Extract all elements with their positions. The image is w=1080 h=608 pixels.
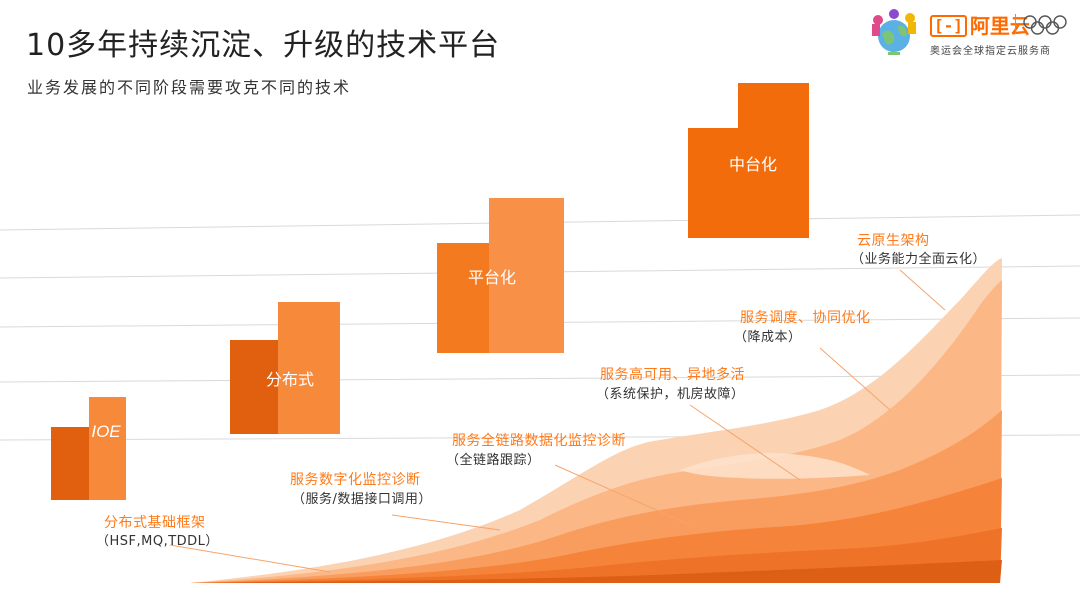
annotation-sub-scheduling: （降成本） <box>734 330 802 345</box>
brand-name: 阿里云 <box>969 14 1030 38</box>
stage-label-middle-platform: 中台化 <box>728 155 778 174</box>
annotation-title-cloud-native: 云原生架构 <box>857 233 930 249</box>
wave-highlight <box>680 453 870 479</box>
annotation-leader-lines <box>169 269 946 573</box>
page-subtitle: 业务发展的不同阶段需要攻克不同的技术 <box>27 78 352 97</box>
stage-block-ioe: IOE <box>51 397 126 500</box>
annotation-title-digital-monitoring: 服务数字化监控诊断 <box>290 472 421 488</box>
brand-symbol-icon: [-] <box>930 15 967 37</box>
wave-layer-6 <box>190 560 1002 583</box>
annotation-sub-distributed-framework: （HSF,MQ,TDDL） <box>96 534 219 549</box>
annotation-title-scheduling: 服务调度、协同优化 <box>740 310 871 326</box>
logo-slogan: 奥运会全球指定云服务商 <box>930 46 1051 57</box>
logo-divider <box>1015 14 1016 34</box>
annotation-title-full-link-monitoring: 服务全链路数据化监控诊断 <box>452 433 626 449</box>
annotation-title-high-availability: 服务高可用、异地多活 <box>600 367 745 383</box>
stage-block-platform: 平台化 <box>437 198 564 353</box>
annotation-sub-digital-monitoring: （服务/数据接口调用） <box>292 492 432 507</box>
page-title: 10多年持续沉淀、升级的技术平台 <box>26 28 501 63</box>
stage-block-front <box>489 198 564 353</box>
alibaba-cloud-brand: [-] 阿里云 <box>930 10 1030 39</box>
stage-block-back <box>437 243 492 353</box>
annotation-sub-cloud-native: （业务能力全面云化） <box>851 252 987 267</box>
stage-block-back <box>230 340 280 434</box>
stage-label-distributed: 分布式 <box>265 370 315 389</box>
annotation-sub-full-link-monitoring: （全链路跟踪） <box>446 453 541 468</box>
stacked-wave <box>190 258 1002 583</box>
olympic-rings-icon <box>1023 15 1067 35</box>
stage-label-platform: 平台化 <box>467 268 517 287</box>
stage-block-distributed: 分布式 <box>230 302 340 434</box>
stage-block-back <box>51 427 89 500</box>
stage-block-front <box>738 83 809 238</box>
annotation-title-distributed-framework: 分布式基础框架 <box>104 515 206 531</box>
stage-block-middle-platform: 中台化 <box>688 83 809 238</box>
olympic-mascot-globe-icon <box>872 9 916 55</box>
stage-label-ioe: IOE <box>91 422 121 441</box>
logo-area: [-] 阿里云 奥运会全球指定云服务商 <box>868 6 1074 62</box>
stage-block-front <box>89 397 126 500</box>
annotation-sub-high-availability: （系统保护，机房故障） <box>596 387 745 402</box>
stage-block-front <box>278 302 340 434</box>
